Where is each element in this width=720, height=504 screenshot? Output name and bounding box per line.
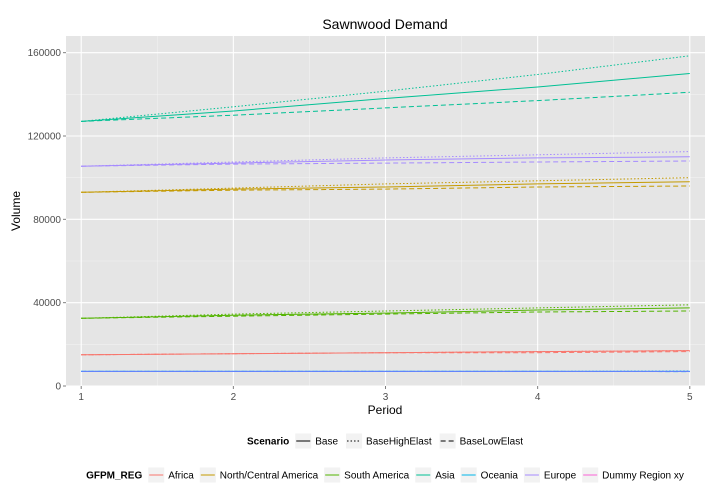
x-axis-title: Period — [368, 403, 403, 417]
chart-title: Sawnwood Demand — [322, 16, 447, 32]
legend-item-label: Asia — [435, 471, 455, 482]
x-tick-label: 2 — [231, 392, 237, 403]
x-tick-label: 1 — [78, 392, 84, 403]
series-line-asia-base — [81, 73, 690, 122]
legend-item-label: Base — [315, 437, 338, 448]
series-line-asia-baselowelast — [81, 91, 690, 122]
legend-item-label: North/Central America — [220, 471, 319, 482]
series-line-europe-base — [81, 156, 690, 167]
series-layer — [81, 55, 690, 373]
legend-item-label: Europe — [544, 471, 577, 482]
scenario-legend: Scenario Base BaseHighElast BaseLowElast — [247, 433, 524, 449]
grid — [66, 36, 705, 387]
axes: 0 40000 80000 120000 160000 1 2 3 4 5 — [28, 48, 693, 403]
series-line-south-america-base — [81, 307, 690, 319]
series-line-north-central-america-base — [81, 181, 690, 193]
legend-key-bg — [439, 433, 456, 449]
legend-item-label: BaseHighElast — [366, 437, 432, 448]
y-axis-title: Volume — [9, 191, 23, 231]
series-line-north-central-america-baselowelast — [81, 185, 690, 193]
series-line-south-america-baselowelast — [81, 310, 690, 319]
y-tick-label: 0 — [55, 382, 61, 393]
legend-item-label: Oceania — [481, 471, 519, 482]
y-tick-label: 120000 — [28, 132, 62, 143]
series-line-north-central-america-basehighelast — [81, 177, 690, 193]
x-tick-label: 3 — [383, 392, 389, 403]
series-line-africa-baselowelast — [81, 351, 690, 356]
legend-item-label: Africa — [168, 471, 194, 482]
legend-item-label: Dummy Region xy — [602, 471, 684, 482]
y-tick-label: 40000 — [33, 298, 61, 309]
legend-item-label: South America — [344, 471, 409, 482]
legend-item-label: BaseLowElast — [460, 437, 524, 448]
x-tick-label: 5 — [687, 392, 693, 403]
legend-title: Scenario — [247, 437, 289, 448]
x-tick-label: 4 — [535, 392, 541, 403]
series-line-europe-baselowelast — [81, 160, 690, 167]
series-line-asia-basehighelast — [81, 55, 690, 122]
series-line-europe-basehighelast — [81, 151, 690, 167]
series-line-south-america-basehighelast — [81, 304, 690, 319]
y-tick-label: 160000 — [28, 48, 62, 59]
region-legend: GFPM_REG Africa North/Central America South… — [86, 467, 684, 483]
legend-title: GFPM_REG — [86, 471, 142, 482]
y-tick-label: 80000 — [33, 215, 61, 226]
